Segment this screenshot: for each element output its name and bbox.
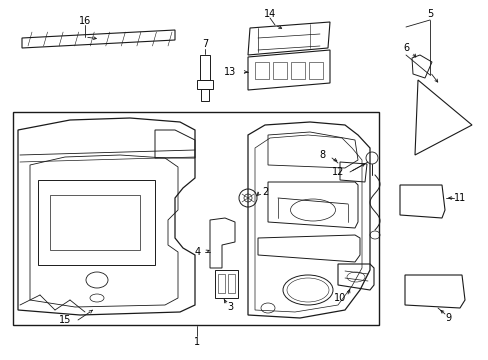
Text: 9: 9: [444, 313, 450, 323]
Text: 7: 7: [202, 39, 208, 49]
Bar: [13, 112, 378, 325]
Text: 16: 16: [79, 16, 91, 26]
Text: 15: 15: [59, 315, 71, 325]
Text: 3: 3: [226, 302, 233, 312]
Text: 8: 8: [318, 150, 325, 160]
Text: 2: 2: [262, 187, 267, 197]
Text: 11: 11: [453, 193, 465, 203]
Text: 4: 4: [195, 247, 201, 257]
Text: 10: 10: [333, 293, 346, 303]
Text: 6: 6: [402, 43, 408, 53]
Text: 13: 13: [224, 67, 236, 77]
Text: 14: 14: [264, 9, 276, 19]
Text: 1: 1: [194, 337, 200, 347]
Text: 12: 12: [331, 167, 344, 177]
Text: 5: 5: [426, 9, 432, 19]
